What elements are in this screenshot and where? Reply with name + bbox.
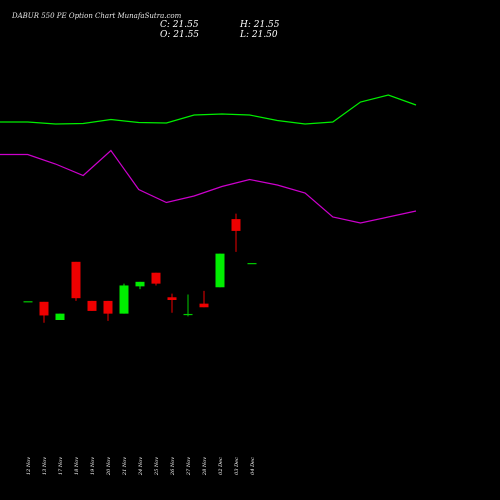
candle-body bbox=[71, 261, 81, 299]
high-value: H: 21.55 bbox=[240, 20, 280, 30]
x-tick-label: 03 Dec bbox=[234, 457, 240, 475]
close-value: C: 21.55 bbox=[160, 20, 199, 30]
x-tick-label: 17 Nov bbox=[58, 457, 64, 475]
x-tick-label: 24 Nov bbox=[138, 457, 144, 476]
x-tick-label: 12 Nov bbox=[26, 457, 32, 475]
candle-body bbox=[231, 219, 241, 231]
x-tick-label: 21 Nov bbox=[122, 457, 128, 476]
candle-body bbox=[55, 313, 65, 320]
candle-body bbox=[167, 297, 177, 300]
x-tick-label: 04 Dec bbox=[250, 457, 256, 475]
x-tick-label: 27 Nov bbox=[186, 457, 192, 476]
candle-body bbox=[199, 303, 209, 308]
x-tick-label: 20 Nov bbox=[106, 457, 112, 476]
x-tick-label: 18 Nov bbox=[74, 457, 80, 475]
x-tick-label: 13 Nov bbox=[42, 457, 48, 475]
candle-body bbox=[39, 301, 49, 316]
lower-indicator-line bbox=[0, 149, 417, 224]
candle-body bbox=[215, 253, 225, 288]
x-tick-label: 02 Dec bbox=[218, 457, 224, 475]
candle-body bbox=[135, 281, 145, 287]
open-value: O: 21.55 bbox=[160, 30, 200, 40]
x-tick-label: 25 Nov bbox=[154, 457, 160, 476]
candle-body bbox=[87, 300, 97, 311]
candle-body bbox=[151, 272, 161, 284]
low-value: L: 21.50 bbox=[240, 30, 278, 40]
candle-body bbox=[103, 300, 113, 314]
candle-body bbox=[119, 285, 129, 314]
upper-indicator-line bbox=[0, 94, 417, 125]
x-tick-label: 26 Nov bbox=[170, 457, 176, 476]
x-tick-label: 19 Nov bbox=[90, 457, 96, 475]
chart-title: DABUR 550 PE Option Chart MunafaSutra.co… bbox=[12, 12, 182, 20]
x-tick-label: 28 Nov bbox=[202, 457, 208, 476]
